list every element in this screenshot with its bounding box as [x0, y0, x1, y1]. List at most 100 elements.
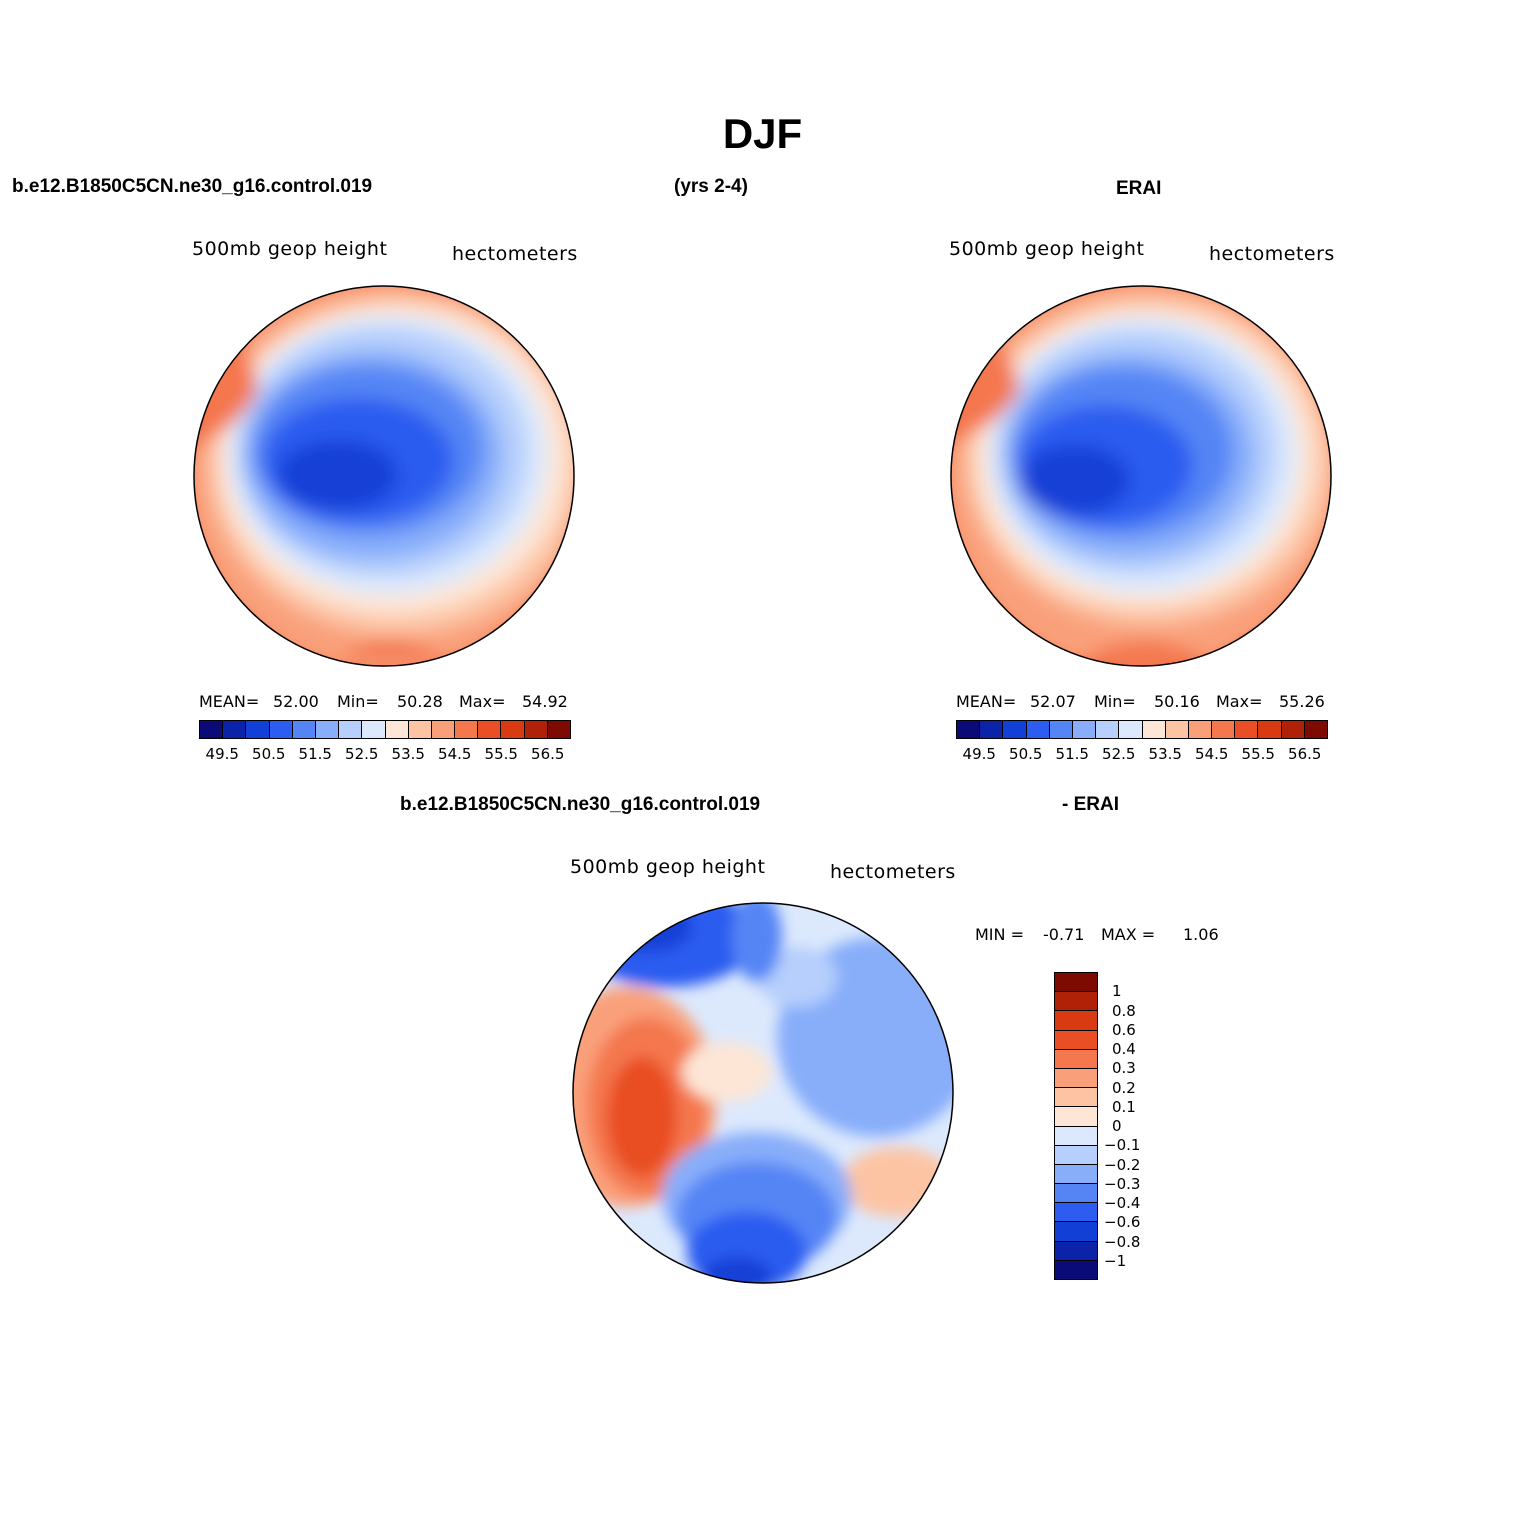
- diff-colorbar-swatch: [1055, 1144, 1097, 1164]
- model-colorbar-swatch: [455, 721, 479, 738]
- obs-label: ERAI: [1116, 178, 1162, 199]
- obs-mean-value: 52.07: [1030, 692, 1076, 711]
- diff-colorbar-swatch: [1055, 1202, 1097, 1222]
- obs-max-label: Max=: [1216, 692, 1263, 711]
- diff-colorbar-tick-label: −0.1: [1104, 1136, 1141, 1155]
- diff-max-value: 1.06: [1183, 925, 1219, 944]
- obs-colorbar-tick-label: 51.5: [1055, 745, 1089, 763]
- model-colorbar-swatch: [501, 721, 525, 738]
- model-colorbar-swatch: [385, 721, 409, 738]
- obs-colorbar: [956, 720, 1328, 739]
- obs-colorbar-tick-label: 50.5: [1009, 745, 1043, 763]
- diff-colorbar-tick-label: −0.3: [1104, 1174, 1141, 1193]
- obs-colorbar-tick-label: 53.5: [1148, 745, 1182, 763]
- model-min-value: 50.28: [397, 692, 443, 711]
- obs-variable-label: 500mb geop height: [949, 238, 1145, 260]
- diff-min-label: MIN =: [975, 925, 1024, 944]
- diff-obs-label: - ERAI: [1062, 794, 1119, 815]
- diff-colorbar-tick-label: −0.8: [1104, 1232, 1141, 1251]
- obs-colorbar-swatch: [1119, 721, 1143, 738]
- model-max-value: 54.92: [522, 692, 568, 711]
- obs-colorbar-swatch: [1003, 721, 1027, 738]
- model-colorbar-tick-label: 50.5: [252, 745, 286, 763]
- diff-colorbar: [1054, 972, 1098, 1280]
- obs-colorbar-swatch: [1281, 721, 1305, 738]
- diff-variable-label: 500mb geop height: [570, 856, 766, 878]
- diff-colorbar-tick-label: 0.8: [1112, 1001, 1136, 1020]
- diff-colorbar-tick-label: 0.2: [1112, 1078, 1136, 1097]
- obs-stats: MEAN= 52.07 Min= 50.16 Max= 55.26: [956, 692, 1328, 712]
- model-colorbar-swatch: [315, 721, 340, 738]
- model-colorbar-swatch: [478, 721, 502, 738]
- obs-colorbar-swatch: [1258, 721, 1282, 738]
- diff-case-label: b.e12.B1850C5CN.ne30_g16.control.019: [400, 794, 761, 815]
- model-stats: MEAN= 52.00 Min= 50.28 Max= 54.92: [199, 692, 571, 712]
- diff-colorbar-swatch: [1055, 1240, 1097, 1260]
- diff-colorbar-swatch: [1055, 1183, 1097, 1203]
- obs-colorbar-tick-label: 56.5: [1288, 745, 1322, 763]
- model-colorbar-tick-label: 55.5: [484, 745, 518, 763]
- model-colorbar-swatch: [408, 721, 432, 738]
- obs-colorbar-swatch: [957, 721, 981, 738]
- model-colorbar-tick-label: 53.5: [391, 745, 425, 763]
- diff-colorbar-swatch: [1055, 1087, 1097, 1107]
- diff-colorbar-tick-label: −1: [1104, 1251, 1127, 1270]
- diff-colorbar-tick-label: −0.4: [1104, 1194, 1141, 1212]
- model-colorbar-tick-label: 52.5: [345, 745, 379, 763]
- model-colorbar-swatch: [431, 721, 456, 738]
- case-label: b.e12.B1850C5CN.ne30_g16.control.019: [12, 176, 373, 197]
- obs-colorbar-swatch: [1049, 721, 1073, 738]
- obs-colorbar-tick-label: 49.5: [962, 745, 996, 763]
- diff-colorbar-tick-label: 1: [1112, 982, 1122, 1001]
- diff-stats: MIN = -0.71 MAX = 1.06: [975, 925, 1235, 945]
- model-min-label: Min=: [337, 692, 379, 711]
- obs-colorbar-swatch: [1212, 721, 1236, 738]
- obs-colorbar-swatch: [1165, 721, 1189, 738]
- diff-colorbar-tick-label: 0.6: [1112, 1020, 1136, 1039]
- obs-colorbar-swatch: [1235, 721, 1259, 738]
- model-colorbar-tick-label: 56.5: [531, 745, 565, 763]
- diff-colorbar-swatch: [1055, 1259, 1097, 1279]
- model-colorbar-swatch: [269, 721, 293, 738]
- diff-min-value: -0.71: [1043, 925, 1085, 944]
- model-colorbar-swatch: [246, 721, 270, 738]
- diff-units-label: hectometers: [830, 861, 956, 883]
- model-colorbar-swatch: [223, 721, 247, 738]
- model-colorbar-swatch: [292, 721, 316, 738]
- obs-polar-map: [950, 285, 1332, 667]
- model-colorbar-tick-label: 49.5: [205, 745, 239, 763]
- diff-colorbar-swatch: [1055, 1067, 1097, 1088]
- model-colorbar-tick-label: 54.5: [438, 745, 472, 763]
- obs-colorbar-swatch: [1026, 721, 1050, 738]
- diff-max-label: MAX =: [1101, 925, 1156, 944]
- obs-colorbar-swatch: [980, 721, 1004, 738]
- diff-colorbar-swatch: [1055, 1010, 1097, 1030]
- model-mean-label: MEAN=: [199, 692, 260, 711]
- diff-colorbar-swatch: [1055, 1106, 1097, 1126]
- model-colorbar-swatch: [547, 721, 570, 738]
- obs-colorbar-swatch: [1096, 721, 1120, 738]
- model-colorbar-ticks: 49.5 50.5 51.5 52.5 53.5 54.5 55.5 56.5: [199, 745, 571, 765]
- diff-colorbar-swatch: [1055, 1125, 1097, 1145]
- diff-colorbar-tick-label: 0.3: [1112, 1059, 1136, 1078]
- obs-colorbar-swatch: [1142, 721, 1166, 738]
- diff-polar-map: [572, 902, 954, 1284]
- diff-colorbar-tick-label: −0.6: [1104, 1213, 1141, 1232]
- model-max-label: Max=: [459, 692, 506, 711]
- diff-colorbar-swatch: [1055, 1221, 1097, 1241]
- diff-colorbar-tick-label: −0.2: [1104, 1155, 1141, 1174]
- model-colorbar: [199, 720, 571, 739]
- model-mean-value: 52.00: [273, 692, 319, 711]
- model-units-label: hectometers: [452, 243, 578, 265]
- obs-colorbar-swatch: [1188, 721, 1213, 738]
- model-colorbar-swatch: [524, 721, 548, 738]
- diff-colorbar-swatch: [1055, 1029, 1097, 1049]
- obs-colorbar-tick-label: 52.5: [1102, 745, 1136, 763]
- figure-title: DJF: [722, 110, 803, 157]
- diff-colorbar-tick-label: 0.4: [1112, 1040, 1136, 1058]
- diff-colorbar-swatch: [1055, 1163, 1097, 1184]
- obs-colorbar-ticks: 49.5 50.5 51.5 52.5 53.5 54.5 55.5 56.5: [956, 745, 1328, 765]
- diff-colorbar-tick-label: 0.1: [1112, 1097, 1136, 1116]
- obs-min-label: Min=: [1094, 692, 1136, 711]
- model-variable-label: 500mb geop height: [192, 238, 388, 260]
